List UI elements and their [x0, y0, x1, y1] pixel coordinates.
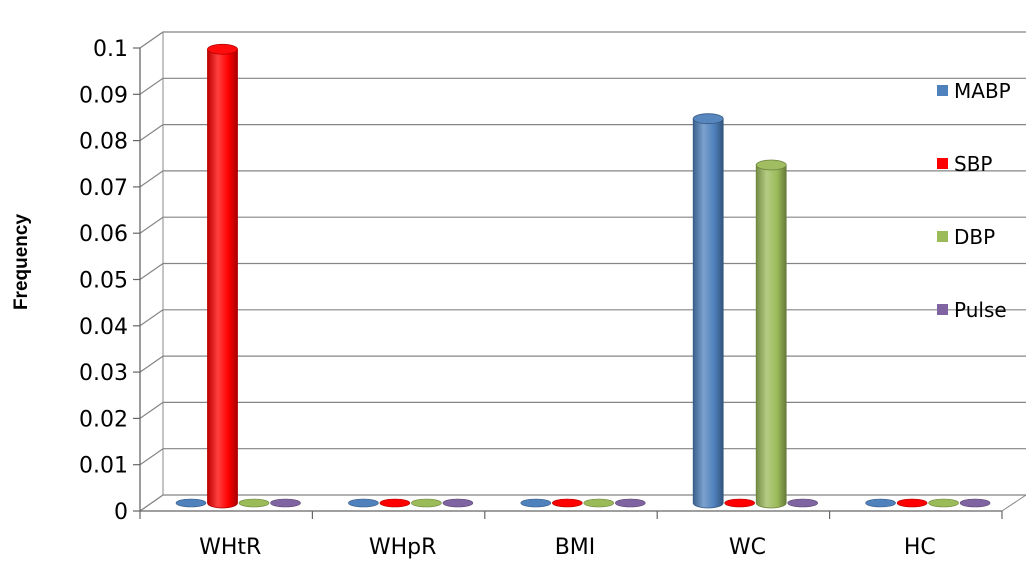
y-tick-label: 0.07 [79, 176, 128, 201]
bar [755, 159, 787, 509]
y-tick-label: 0.04 [79, 315, 128, 340]
bar-zero [270, 498, 301, 508]
bar-zero [175, 498, 207, 508]
bar [928, 498, 959, 508]
bar [348, 498, 379, 508]
legend-label: Pulse [954, 298, 1007, 322]
bar-zero [896, 498, 928, 508]
y-tick-label: 0.08 [79, 130, 128, 155]
gridline-depth [139, 309, 164, 327]
bar-top [755, 159, 787, 171]
bar-zero [787, 498, 819, 508]
bar [520, 498, 552, 508]
bar-zero [238, 498, 270, 508]
legend-item: DBP [937, 225, 995, 249]
legend-item: SBP [937, 152, 992, 176]
x-category-label: HC [904, 535, 936, 560]
legend-label: DBP [954, 225, 995, 249]
bar-zero [551, 498, 583, 508]
gridline-depth [139, 401, 164, 419]
x-category-label: WHtR [199, 535, 261, 560]
gridline-depth [139, 494, 164, 512]
bar [583, 498, 615, 508]
gridline-depth [139, 216, 164, 234]
legend-swatch [937, 231, 948, 242]
gridline-depth [139, 170, 164, 188]
y-tick-label: 0.06 [79, 222, 128, 247]
x-category-label: WC [729, 535, 766, 560]
legend-item: Pulse [937, 298, 1007, 322]
gridline-depth [139, 263, 164, 280]
bar [442, 498, 474, 508]
y-tick-label: 0.02 [79, 407, 128, 432]
legend-label: SBP [954, 152, 992, 176]
y-tick-label: 0.01 [79, 454, 128, 479]
y-axis-title: Frequency [11, 214, 32, 311]
bar-zero [865, 498, 896, 508]
bar [238, 498, 270, 508]
gridline-depth [139, 77, 164, 95]
bar [896, 498, 928, 508]
bar [379, 498, 411, 508]
y-tick-label: 0.09 [79, 83, 128, 108]
bar-body [692, 118, 724, 509]
bar [614, 498, 646, 508]
bar-zero [959, 498, 991, 508]
gridline-depth [139, 124, 164, 142]
bar-zero [614, 498, 646, 508]
legend-swatch [937, 85, 948, 96]
y-tick-label: 0 [114, 500, 128, 525]
bar-zero [411, 498, 442, 508]
bar [724, 498, 756, 508]
bar [551, 498, 583, 508]
gridline-depth [139, 31, 164, 49]
bar [692, 113, 724, 509]
y-tick-label: 0.03 [79, 361, 128, 386]
bar-zero [928, 498, 959, 508]
y-tick-label: 0.1 [93, 37, 128, 62]
gridline-depth [139, 355, 164, 373]
bar-zero [348, 498, 379, 508]
bar-top [692, 113, 724, 125]
bar [865, 498, 896, 508]
gridline-depth [139, 448, 164, 466]
bar [175, 498, 207, 508]
bar-body [755, 164, 787, 509]
legend-swatch [937, 158, 948, 169]
legend-label: MABP [954, 79, 1011, 103]
x-category-label: WHpR [369, 535, 437, 560]
bar [411, 498, 442, 508]
bar-top [207, 43, 238, 55]
bar-zero [520, 498, 552, 508]
bar [270, 498, 301, 508]
bar-zero [442, 498, 474, 508]
bar-zero [379, 498, 411, 508]
y-tick-label: 0.05 [79, 269, 128, 294]
bar [787, 498, 819, 508]
x-category-label: BMI [555, 535, 596, 560]
bar [207, 43, 238, 509]
bar-zero [724, 498, 756, 508]
legend-swatch [937, 304, 948, 315]
bar [959, 498, 991, 508]
legend-item: MABP [937, 79, 1011, 103]
bar-body [207, 48, 238, 509]
bar-zero [583, 498, 615, 508]
